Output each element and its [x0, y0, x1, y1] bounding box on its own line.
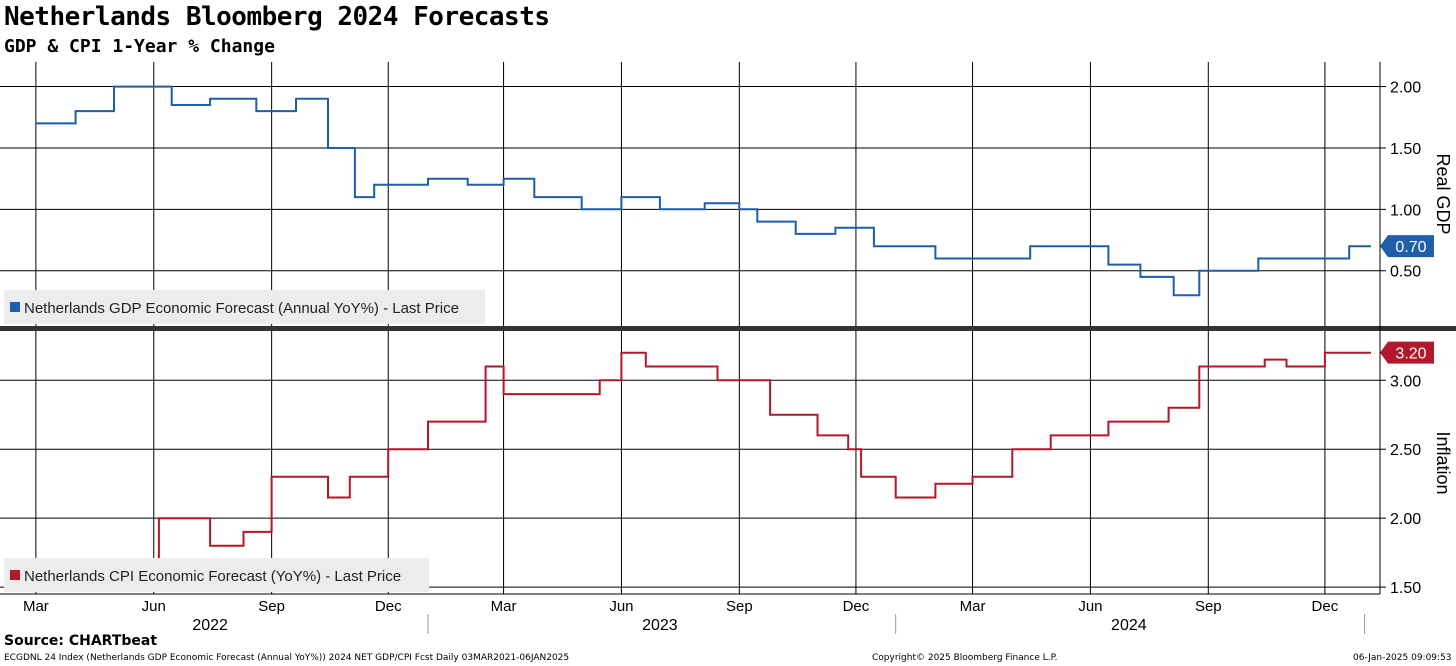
y-axis-label: Real GDP [1433, 153, 1453, 234]
x-tick-label: Sep [258, 598, 285, 615]
footer-description: ECGDNL 24 Index (Netherlands GDP Economi… [4, 653, 570, 663]
chart-subtitle: GDP & CPI 1-Year % Change [4, 36, 275, 57]
x-tick-label: Sep [726, 598, 753, 615]
footer-copyright: Copyright© 2025 Bloomberg Finance L.P. [872, 653, 1058, 663]
x-year-label: 2022 [192, 617, 228, 634]
footer-timestamp: 06-Jan-2025 09:09:53 [1353, 653, 1452, 663]
legend-box [4, 558, 429, 592]
x-year-label: 2024 [1111, 617, 1147, 634]
x-year-label: 2023 [642, 617, 678, 634]
y-tick-label: 1.50 [1390, 580, 1421, 597]
last-value-label: 0.70 [1395, 239, 1426, 256]
source-note: Source: CHARTbeat [4, 633, 158, 649]
last-value-badge [1380, 341, 1434, 364]
x-tick-label: Jun [609, 598, 633, 615]
axis-layer: Mar Jun Sep Dec Mar Jun Sep Dec Mar Jun Sep Dec 0.50… [0, 62, 1456, 634]
x-tick-label: Mar [960, 598, 986, 615]
legend-entry: Netherlands CPI Economic Forecast (YoY%)… [24, 568, 401, 585]
x-tick-label: Mar [23, 598, 49, 615]
y-tick-label: 0.50 [1390, 264, 1421, 281]
y-tick-label: 2.00 [1390, 80, 1421, 97]
last-value-label: 3.20 [1395, 346, 1426, 363]
x-tick-label: Jun [142, 598, 166, 615]
y-tick-label: 1.50 [1390, 141, 1421, 158]
legend-swatch [10, 302, 20, 312]
x-tick-label: Dec [1312, 598, 1339, 615]
legend-layer: Netherlands GDP Economic Forecast (Annua… [4, 290, 485, 592]
series-line [93, 351, 1371, 575]
y-tick-label: 1.00 [1390, 202, 1421, 219]
legend-box [4, 290, 485, 324]
last-value-badge [1380, 235, 1434, 258]
y-tick-label: 2.00 [1390, 511, 1421, 528]
y-tick-label: 2.50 [1390, 442, 1421, 459]
series-line [35, 85, 1371, 297]
x-tick-label: Dec [375, 598, 402, 615]
panel-divider [0, 326, 1456, 331]
x-tick-label: Jun [1078, 598, 1102, 615]
legend-entry: Netherlands GDP Economic Forecast (Annua… [24, 300, 459, 317]
legend-swatch [10, 570, 20, 580]
x-tick-label: Dec [843, 598, 870, 615]
chart-title: Netherlands Bloomberg 2024 Forecasts [4, 2, 550, 32]
x-tick-label: Mar [491, 598, 517, 615]
y-axis-label: Inflation [1433, 431, 1453, 494]
x-tick-label: Sep [1195, 598, 1222, 615]
y-tick-label: 3.00 [1390, 373, 1421, 390]
series-layer [35, 85, 1371, 575]
